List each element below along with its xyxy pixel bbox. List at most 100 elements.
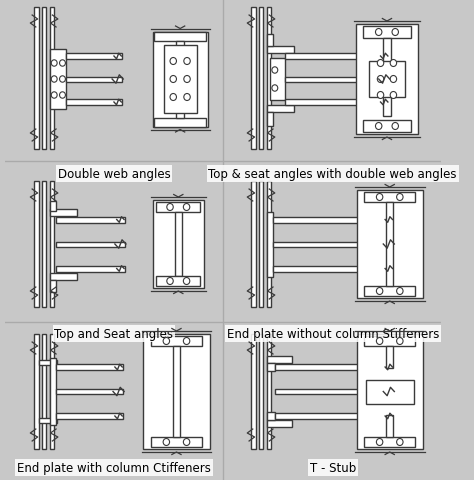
- Circle shape: [392, 29, 399, 36]
- Bar: [266, 106, 294, 113]
- Circle shape: [397, 338, 403, 345]
- Circle shape: [376, 288, 383, 295]
- Bar: [386, 415, 393, 437]
- Bar: [386, 203, 393, 287]
- Circle shape: [377, 92, 384, 99]
- Bar: [285, 54, 389, 60]
- Circle shape: [51, 60, 57, 67]
- Bar: [66, 100, 122, 106]
- Bar: [356, 191, 423, 299]
- Circle shape: [184, 59, 190, 65]
- Circle shape: [376, 194, 383, 201]
- Circle shape: [163, 338, 170, 345]
- Bar: [42, 8, 46, 150]
- Circle shape: [397, 439, 403, 445]
- Bar: [176, 41, 184, 118]
- Circle shape: [167, 204, 173, 211]
- Bar: [275, 364, 393, 370]
- Circle shape: [51, 93, 57, 99]
- Bar: [66, 77, 122, 83]
- Bar: [270, 59, 285, 101]
- Bar: [251, 334, 255, 449]
- Bar: [251, 8, 255, 150]
- Text: T - Stub: T - Stub: [310, 461, 356, 474]
- Circle shape: [272, 68, 278, 74]
- Bar: [42, 334, 46, 449]
- Bar: [369, 62, 405, 98]
- Bar: [259, 8, 264, 150]
- Circle shape: [163, 439, 170, 445]
- Bar: [285, 100, 389, 106]
- Bar: [251, 181, 255, 307]
- Bar: [151, 437, 202, 447]
- Circle shape: [377, 60, 384, 67]
- Bar: [56, 266, 125, 272]
- Bar: [273, 242, 393, 247]
- Circle shape: [170, 59, 176, 65]
- Bar: [56, 389, 123, 394]
- Bar: [50, 8, 54, 150]
- Circle shape: [183, 338, 190, 345]
- Bar: [143, 334, 210, 449]
- Bar: [266, 212, 273, 277]
- Bar: [50, 181, 54, 307]
- Circle shape: [392, 123, 399, 130]
- Circle shape: [390, 76, 397, 84]
- Circle shape: [397, 194, 403, 201]
- Bar: [153, 33, 208, 127]
- Bar: [173, 346, 180, 437]
- Circle shape: [60, 77, 65, 83]
- Bar: [38, 418, 57, 423]
- Bar: [266, 47, 294, 54]
- Bar: [155, 118, 206, 127]
- Bar: [273, 266, 393, 272]
- Circle shape: [376, 338, 383, 345]
- Bar: [275, 389, 393, 394]
- Bar: [266, 8, 271, 150]
- Bar: [356, 334, 423, 449]
- Circle shape: [170, 76, 176, 84]
- Bar: [50, 209, 77, 216]
- Circle shape: [167, 278, 173, 285]
- Bar: [266, 181, 271, 307]
- Bar: [364, 192, 416, 203]
- Bar: [50, 280, 56, 292]
- Bar: [259, 334, 264, 449]
- Bar: [56, 217, 125, 223]
- Circle shape: [183, 439, 190, 445]
- Circle shape: [183, 204, 190, 211]
- Bar: [386, 346, 393, 368]
- Circle shape: [51, 77, 57, 83]
- Bar: [156, 203, 201, 213]
- Bar: [266, 35, 273, 47]
- Bar: [156, 276, 201, 287]
- Bar: [34, 8, 38, 150]
- Circle shape: [397, 288, 403, 295]
- Bar: [383, 39, 391, 117]
- Bar: [266, 113, 273, 127]
- Bar: [363, 27, 411, 39]
- Circle shape: [390, 92, 397, 99]
- Circle shape: [183, 278, 190, 285]
- Bar: [50, 50, 66, 110]
- Bar: [273, 217, 393, 223]
- Circle shape: [375, 29, 382, 36]
- Bar: [266, 363, 275, 371]
- Bar: [42, 181, 46, 307]
- Bar: [34, 181, 38, 307]
- Circle shape: [272, 85, 278, 92]
- Bar: [259, 181, 264, 307]
- Bar: [56, 364, 123, 370]
- Bar: [38, 360, 57, 365]
- Bar: [364, 336, 416, 346]
- Circle shape: [376, 439, 383, 445]
- Bar: [50, 358, 56, 425]
- Bar: [266, 334, 271, 449]
- Bar: [164, 46, 197, 114]
- Circle shape: [60, 60, 65, 67]
- Bar: [50, 334, 54, 449]
- Bar: [50, 273, 77, 280]
- Bar: [285, 77, 389, 83]
- Bar: [366, 380, 414, 404]
- Bar: [66, 54, 122, 60]
